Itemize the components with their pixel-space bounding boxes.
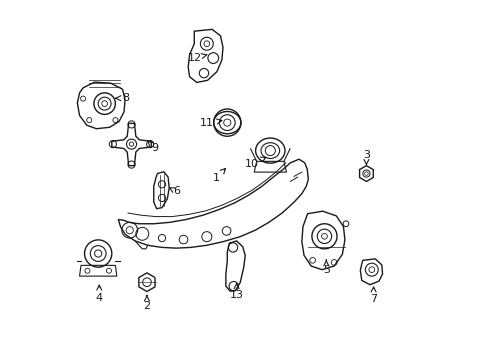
Text: 8: 8 [116,93,129,103]
Text: 3: 3 [362,150,369,166]
Text: 5: 5 [322,260,329,275]
Text: 6: 6 [169,186,180,197]
Text: 10: 10 [244,157,265,169]
Text: 11: 11 [200,118,222,128]
Text: 4: 4 [96,285,102,303]
Text: 7: 7 [369,287,376,304]
Text: 12: 12 [187,53,206,63]
Text: 13: 13 [229,284,243,301]
Text: 9: 9 [147,141,158,153]
Text: 1: 1 [212,168,225,183]
Text: 2: 2 [143,296,150,311]
